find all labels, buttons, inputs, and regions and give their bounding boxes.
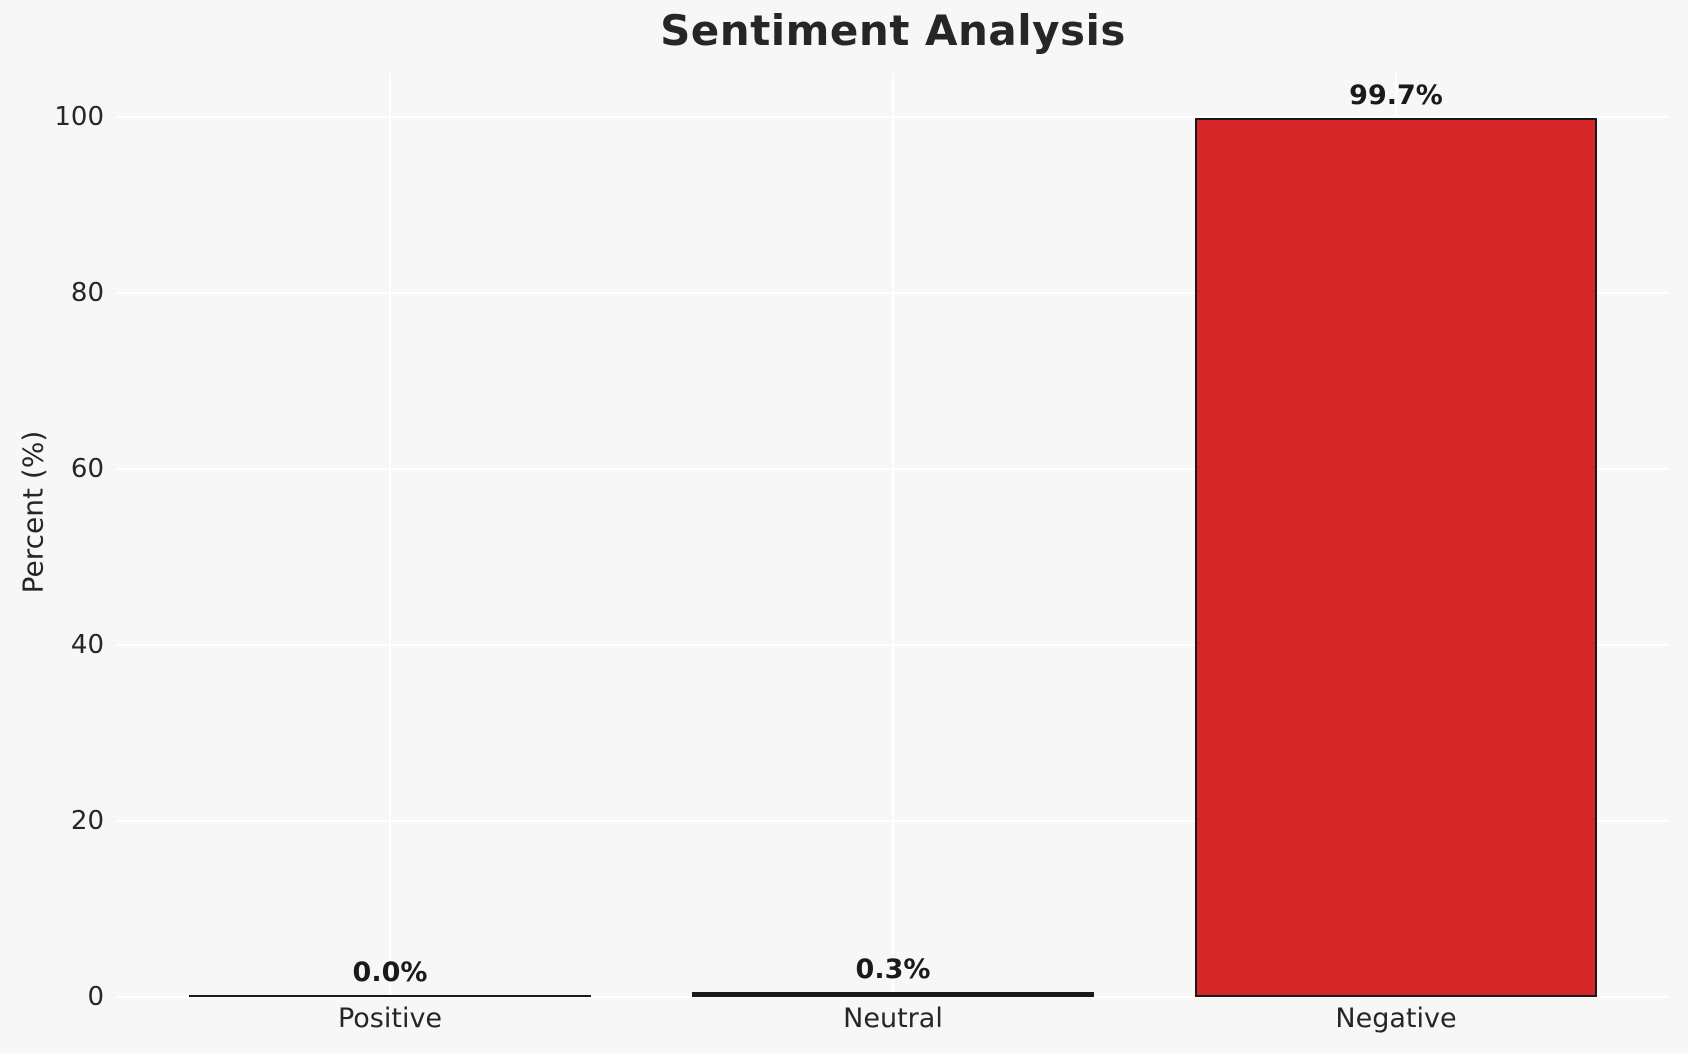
x-tick-label: Positive <box>337 1003 443 1034</box>
y-tick-label: 40 <box>70 630 104 660</box>
y-tick-label: 0 <box>87 982 104 1012</box>
bar-neutral <box>692 992 1094 997</box>
bar-positive <box>189 995 591 997</box>
x-tick-label: Neutral <box>843 1003 943 1034</box>
bar-negative <box>1195 118 1597 997</box>
gridline-horizontal <box>117 996 1669 998</box>
gridline-vertical <box>389 73 392 997</box>
y-tick-label: 60 <box>70 454 104 484</box>
y-tick-label: 100 <box>54 102 104 132</box>
gridline-vertical <box>892 73 894 997</box>
x-tick-label: Negative <box>1335 1003 1457 1034</box>
bar-value-label: 0.3% <box>855 954 931 985</box>
y-tick-label: 80 <box>70 278 104 308</box>
plot-area: 0.0% 0.3% 99.7% <box>117 73 1669 998</box>
bar-value-label: 99.7% <box>1349 80 1443 111</box>
bar-value-label: 0.0% <box>352 957 428 988</box>
y-tick-label: 20 <box>70 806 104 836</box>
chart-title: Sentiment Analysis <box>660 6 1126 55</box>
